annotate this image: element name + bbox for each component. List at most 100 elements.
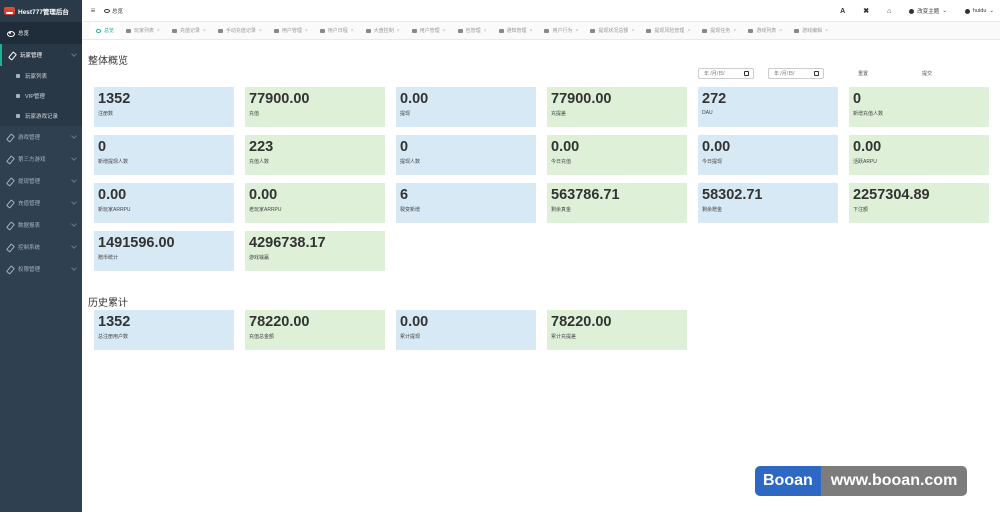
tab-label: 用户管理 <box>281 28 302 34</box>
tab-user-management[interactable]: 用户管理 × <box>268 22 314 39</box>
stat-card: 78220.00 累计充提差 <box>547 310 687 350</box>
tab-player-list[interactable]: 玩家列表 × <box>120 22 166 39</box>
fullscreen-icon[interactable]: ✖ <box>863 8 870 15</box>
sidebar-item-control[interactable]: 控制系统 <box>0 236 82 258</box>
stat-label: 总注册用户数 <box>98 334 129 340</box>
tab-label: 用户行为 <box>552 28 573 34</box>
stat-card: 563786.71 剩余真金 <box>547 183 687 223</box>
close-icon[interactable]: × <box>687 27 691 34</box>
close-icon[interactable]: × <box>350 27 354 34</box>
close-icon[interactable]: × <box>779 27 783 34</box>
tab-market-control[interactable]: 大盘控制 × <box>360 22 406 39</box>
tab-label: 手动充值记录 <box>225 28 256 34</box>
tab-withdraw-tasks[interactable]: 提现任务 × <box>696 22 742 39</box>
wrench-icon <box>7 244 13 250</box>
close-icon[interactable]: × <box>733 27 737 34</box>
stat-card: 0 新增提现人数 <box>94 135 234 175</box>
chevron-down-icon <box>71 177 77 183</box>
font-size-button[interactable]: A <box>840 7 846 15</box>
theme-label: 改变主题 <box>917 9 940 15</box>
stat-label: 充值 <box>249 111 260 117</box>
stat-card: 0 新增充值人数 <box>849 87 989 127</box>
stat-label: 累计提现 <box>400 334 421 340</box>
folder-icon <box>411 28 417 33</box>
close-icon[interactable]: × <box>631 27 635 34</box>
menu-toggle-icon[interactable]: ≡ <box>90 6 96 15</box>
tab-user-log[interactable]: 用户日程 × <box>314 22 360 39</box>
stat-value: 77900.00 <box>551 91 612 107</box>
stat-card: 0 提现人数 <box>396 135 536 175</box>
theme-selector[interactable]: 改变主题 ⌄ <box>909 7 947 15</box>
close-icon[interactable]: × <box>483 27 487 34</box>
tab-withdraw-total[interactable]: 提现状况总额 × <box>584 22 640 39</box>
sidebar-subitem-player-list[interactable]: 玩家列表 <box>0 66 82 86</box>
tab-notifications[interactable]: 通知管理 × <box>493 22 539 39</box>
stat-label: DAU <box>702 110 713 116</box>
breadcrumb: 总览 <box>104 7 123 15</box>
tab-recharge-records[interactable]: 充值记录 × <box>166 22 212 39</box>
stat-card: 0.00 累计提现 <box>396 310 536 350</box>
stat-card: 1491596.00 赠币统计 <box>94 231 234 271</box>
sidebar-subitem-game-records[interactable]: 玩家游戏记录 <box>0 106 82 126</box>
close-icon[interactable]: × <box>442 27 446 34</box>
stat-label: 新增提现人数 <box>98 159 129 165</box>
close-icon[interactable]: × <box>304 27 308 34</box>
close-icon[interactable]: × <box>258 27 262 34</box>
end-date-input[interactable]: 年 /月/日/ <box>768 68 824 79</box>
stat-value: 272 <box>702 91 727 107</box>
sidebar-item-withdraw[interactable]: 提现管理 <box>0 170 82 192</box>
sidebar-subitem-vip[interactable]: VIP管理 <box>0 86 82 106</box>
sidebar-item-label: 充值管理 <box>18 201 41 207</box>
tab-user-behavior[interactable]: 用户行为 × <box>538 22 584 39</box>
close-icon[interactable]: × <box>396 27 400 34</box>
close-icon[interactable]: × <box>575 27 579 34</box>
folder-icon <box>365 28 371 33</box>
sidebar-item-players[interactable]: 玩家管理 <box>0 44 82 66</box>
tab-overview[interactable]: 总览 <box>90 22 121 39</box>
overview-title: 整体概览 <box>88 56 128 67</box>
tab-game-edit[interactable]: 游戏编辑 × <box>788 22 834 39</box>
wrench-icon <box>9 52 15 58</box>
folder-icon <box>457 28 463 33</box>
tab-manual-recharge[interactable]: 手动充值记录 × <box>212 22 268 39</box>
sidebar-item-label: 游戏管理 <box>18 135 41 141</box>
stat-label: 充值总金额 <box>249 334 275 340</box>
sidebar-item-recharge[interactable]: 充值管理 <box>0 192 82 214</box>
tab-package[interactable]: 包管理 × <box>452 22 493 39</box>
start-date-input[interactable]: 年 /月/日/ <box>698 68 754 79</box>
sidebar-item-label: 玩家管理 <box>20 53 43 59</box>
stat-label: 注册数 <box>98 111 114 117</box>
wrench-icon <box>7 222 13 228</box>
sidebar-item-home[interactable]: 总览 <box>0 22 82 44</box>
sidebar-item-games[interactable]: 游戏管理 <box>0 126 82 148</box>
folder-icon <box>748 28 754 33</box>
tab-label: 大盘控制 <box>373 28 394 34</box>
stat-label: 充值人数 <box>249 159 270 165</box>
stat-value: 1352 <box>98 91 131 107</box>
reset-button[interactable]: 重置 <box>857 71 868 77</box>
tab-withdraw-risk[interactable]: 提现风险管理 × <box>640 22 696 39</box>
chevron-down-icon <box>71 221 77 227</box>
close-icon[interactable]: × <box>825 27 829 34</box>
close-icon[interactable]: × <box>157 27 160 34</box>
close-icon[interactable]: × <box>202 27 206 34</box>
bullet-icon <box>16 94 20 98</box>
sidebar-item-reports[interactable]: 数据报表 <box>0 214 82 236</box>
sidebar-item-label: 权限管理 <box>18 267 41 273</box>
sidebar-item-permissions[interactable]: 权限管理 <box>0 258 82 280</box>
submit-button[interactable]: 提交 <box>921 71 932 77</box>
sidebar-item-label: 控制系统 <box>18 245 41 251</box>
stat-card: 78220.00 充值总金额 <box>245 310 385 350</box>
user-menu[interactable]: huidu ⌄ <box>964 8 994 14</box>
folder-icon <box>590 28 596 33</box>
tab-user-management-2[interactable]: 用户管理 × <box>406 22 452 39</box>
chevron-down-icon <box>71 133 77 139</box>
wrench-icon <box>7 156 13 162</box>
sidebar-item-third-party[interactable]: 第三方游戏 <box>0 148 82 170</box>
close-icon[interactable]: × <box>529 27 533 34</box>
chevron-down-icon <box>71 243 77 249</box>
home-icon[interactable]: ⌂ <box>887 7 892 15</box>
stat-label: 提现人数 <box>400 159 421 165</box>
tab-game-list[interactable]: 游戏列表 × <box>742 22 788 39</box>
tab-label: 总览 <box>104 28 115 34</box>
